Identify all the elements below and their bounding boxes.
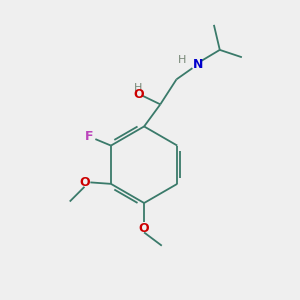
Text: N: N <box>193 58 203 71</box>
Text: H: H <box>134 82 142 93</box>
Text: O: O <box>133 88 143 101</box>
Text: O: O <box>139 221 149 235</box>
Text: O: O <box>79 176 90 189</box>
Text: F: F <box>85 130 93 143</box>
Text: H: H <box>178 55 187 65</box>
